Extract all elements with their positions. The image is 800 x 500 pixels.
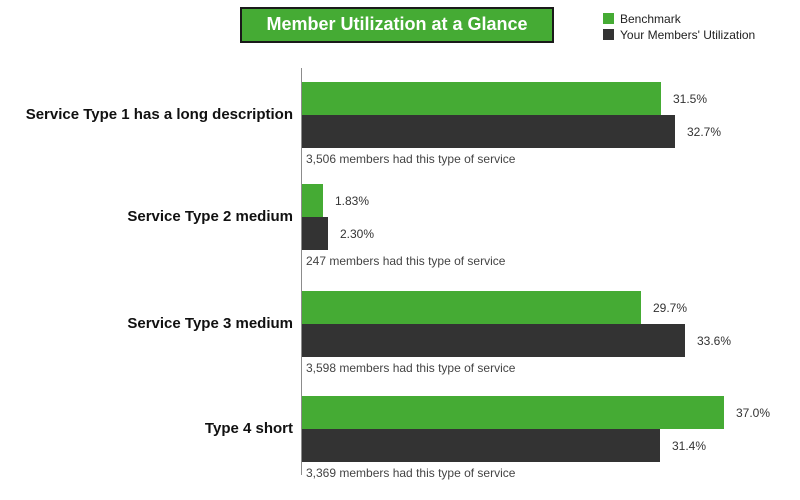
- value-label: 32.7%: [687, 124, 722, 139]
- category-label: Service Type 1 has a long description: [25, 106, 293, 123]
- value-label: 37.0%: [736, 405, 771, 420]
- value-label: 29.7%: [653, 300, 688, 315]
- bar-row: 1.83%: [302, 184, 800, 217]
- legend-swatch: [603, 29, 614, 40]
- value-label: 2.30%: [340, 226, 375, 241]
- member-count-footnote: 247 members had this type of service: [306, 254, 506, 268]
- category-label: Service Type 3 medium: [127, 315, 293, 332]
- legend-swatch: [603, 13, 614, 24]
- bar-group: 31.5% 32.7% 3,506 members had this type of…: [302, 82, 800, 166]
- chart-title: Member Utilization at a Glance: [240, 7, 554, 43]
- bar-row: 37.0%: [302, 396, 800, 429]
- value-label: 1.83%: [335, 193, 370, 208]
- benchmark-bar: [302, 291, 641, 324]
- bar-row: 31.5%: [302, 82, 800, 115]
- members-bar: [302, 115, 675, 148]
- legend-label: Benchmark: [620, 11, 681, 26]
- value-label: 33.6%: [697, 333, 732, 348]
- legend: Benchmark Your Members' Utilization: [603, 11, 755, 43]
- members-bar: [302, 324, 685, 357]
- legend-item: Benchmark: [603, 11, 755, 26]
- benchmark-bar: [302, 396, 724, 429]
- member-count-footnote: 3,598 members had this type of service: [306, 361, 516, 375]
- benchmark-bar: [302, 82, 661, 115]
- benchmark-bar: [302, 184, 323, 217]
- legend-item: Your Members' Utilization: [603, 27, 755, 42]
- bar-row: 2.30%: [302, 217, 800, 250]
- bar-group: 1.83% 2.30% 247 members had this type of s…: [302, 184, 800, 268]
- category-label: Service Type 2 medium: [127, 208, 293, 225]
- bar-group: 29.7% 33.6% 3,598 members had this type of…: [302, 291, 800, 375]
- bar-row: 29.7%: [302, 291, 800, 324]
- bar-row: 33.6%: [302, 324, 800, 357]
- bar-row: 32.7%: [302, 115, 800, 148]
- member-count-footnote: 3,506 members had this type of service: [306, 152, 516, 166]
- value-label: 31.4%: [672, 438, 707, 453]
- member-count-footnote: 3,369 members had this type of service: [306, 466, 516, 480]
- plot-area: 31.5% 32.7% 3,506 members had this type of…: [301, 68, 800, 480]
- value-label: 31.5%: [673, 91, 708, 106]
- bar-row: 31.4%: [302, 429, 800, 462]
- bar-group: 37.0% 31.4% 3,369 members had this type of…: [302, 396, 800, 480]
- category-label: Type 4 short: [204, 420, 293, 437]
- members-bar: [302, 429, 660, 462]
- legend-label: Your Members' Utilization: [620, 27, 756, 42]
- members-bar: [302, 217, 328, 250]
